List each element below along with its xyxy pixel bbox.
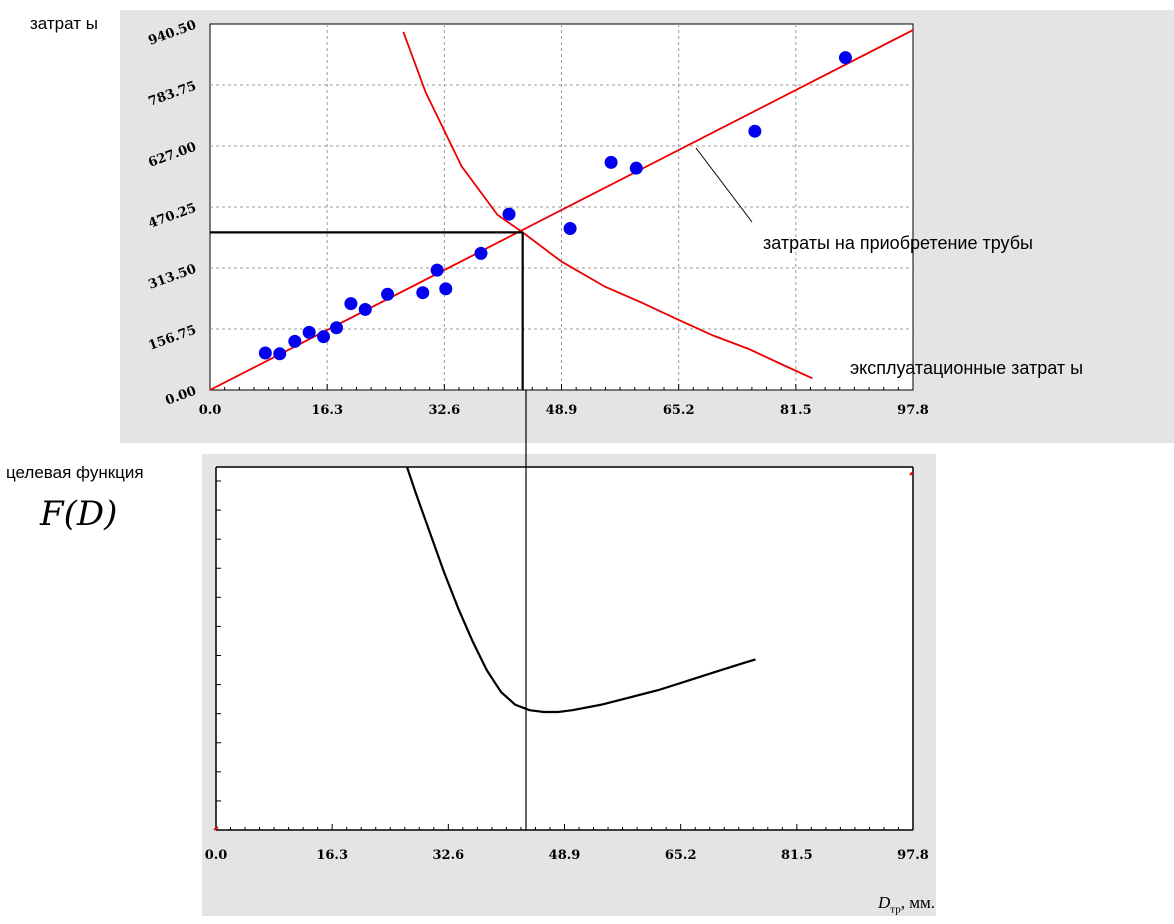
bottom-x-tick-label: 65.2 xyxy=(665,848,697,863)
data-point xyxy=(302,325,316,339)
top-y-tick-label: 313.50 xyxy=(146,262,198,293)
top-y-tick-label: 0.00 xyxy=(163,384,198,409)
bottom-x-tick-label: 48.9 xyxy=(549,848,581,863)
bottom-x-tick-label: 0.0 xyxy=(205,848,228,863)
data-point xyxy=(358,302,372,316)
operating-cost-label: эксплуатационные затрат ы xyxy=(850,358,1084,378)
data-point xyxy=(439,282,453,296)
bottom-x-tick-label: 81.5 xyxy=(781,848,813,863)
objective-function-symbol: F(D) xyxy=(40,494,118,534)
top-y-tick-label: 940.50 xyxy=(146,18,198,49)
top-x-tick-label: 48.9 xyxy=(546,403,578,418)
purchase-label-leader xyxy=(695,147,753,223)
x-axis-unit: , мм. xyxy=(900,893,935,912)
data-point xyxy=(474,246,488,260)
objective-function-curve xyxy=(405,466,756,714)
top-y-tick-label: 470.25 xyxy=(146,201,198,232)
data-point xyxy=(330,321,344,335)
purchase-cost-label: затраты на приобретение трубы xyxy=(763,233,1033,253)
data-point xyxy=(273,347,287,361)
data-point xyxy=(629,161,643,175)
top-x-tick-label: 97.8 xyxy=(897,403,929,418)
data-point xyxy=(258,346,272,360)
top-x-tick-label: 0.0 xyxy=(199,403,222,418)
bottom-x-tick-label: 16.3 xyxy=(316,848,348,863)
x-axis-label: Dтр, мм. xyxy=(878,893,935,915)
data-point xyxy=(416,286,430,300)
bottom-plot-area xyxy=(216,467,913,830)
corner-mark xyxy=(213,826,219,831)
top-x-tick-label: 81.5 xyxy=(780,403,812,418)
x-axis-symbol: D xyxy=(878,893,891,912)
bottom-x-tick-label: 32.6 xyxy=(432,848,464,863)
data-point xyxy=(748,124,762,138)
data-point xyxy=(838,51,852,65)
top-y-tick-label: 783.75 xyxy=(146,79,198,110)
bottom-y-axis-label: целевая функция xyxy=(6,463,152,483)
data-point xyxy=(604,155,618,169)
purchase-cost-line xyxy=(209,29,914,391)
data-point xyxy=(317,330,331,344)
data-point xyxy=(563,222,577,236)
bottom-x-tick-label: 97.8 xyxy=(897,848,929,863)
top-y-tick-label: 156.75 xyxy=(146,323,198,354)
top-y-tick-label: 627.00 xyxy=(146,140,198,171)
data-point xyxy=(344,297,358,311)
operating-cost-curve xyxy=(402,31,813,380)
top-x-tick-label: 16.3 xyxy=(311,403,343,418)
data-point xyxy=(430,263,444,277)
top-y-axis-label: затрат ы xyxy=(30,14,98,33)
x-axis-subscript: тр xyxy=(890,903,901,916)
data-point xyxy=(288,334,302,348)
data-point xyxy=(381,287,395,301)
top-x-tick-label: 32.6 xyxy=(428,403,460,418)
top-x-tick-label: 65.2 xyxy=(663,403,695,418)
corner-mark xyxy=(909,471,914,476)
data-point xyxy=(502,207,516,221)
